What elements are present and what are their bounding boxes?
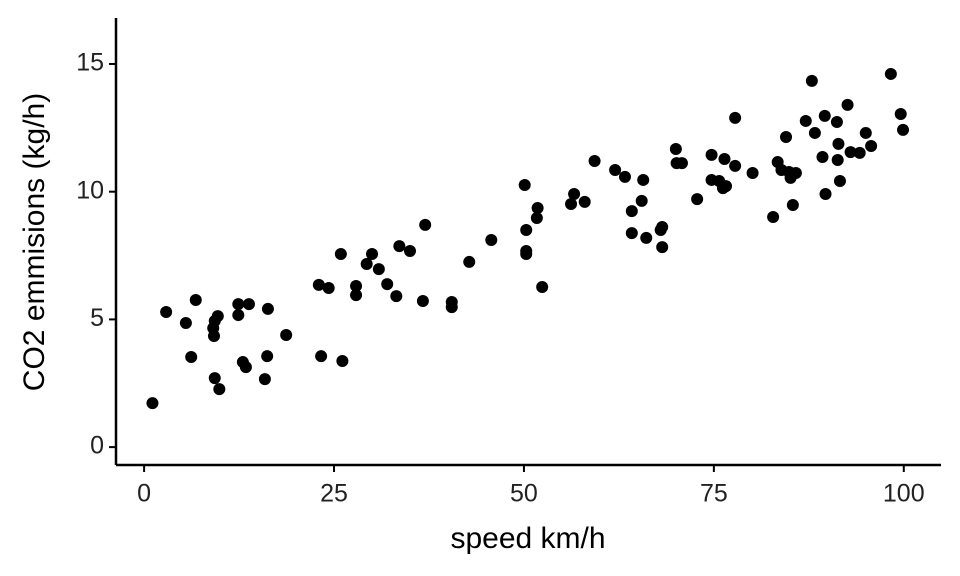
point (720, 180, 733, 193)
x-tick-label: 0 (137, 480, 151, 508)
point (609, 163, 622, 176)
point (819, 187, 832, 200)
point (185, 350, 198, 363)
point (635, 194, 648, 207)
point (242, 298, 255, 311)
point (675, 157, 688, 170)
point (445, 301, 458, 314)
point (189, 293, 202, 306)
point (258, 373, 271, 386)
point (146, 397, 159, 410)
point (894, 108, 907, 121)
point (831, 154, 844, 167)
point (485, 233, 498, 246)
y-tick-label: 5 (90, 304, 104, 332)
point (350, 279, 363, 292)
point (372, 263, 385, 276)
point (261, 302, 274, 315)
point (416, 295, 429, 308)
point (865, 139, 878, 152)
point (232, 298, 245, 311)
point (832, 137, 845, 150)
point (640, 231, 653, 244)
x-tick-label: 50 (510, 480, 538, 508)
point (390, 290, 403, 303)
point (536, 280, 549, 293)
point (853, 146, 866, 159)
point (578, 195, 591, 208)
point (568, 187, 581, 200)
point (239, 361, 252, 374)
point (366, 248, 379, 261)
point (729, 111, 742, 124)
point (565, 197, 578, 210)
point (531, 202, 544, 215)
point (280, 328, 293, 341)
point (334, 248, 347, 261)
x-axis-label: speed km/h (450, 522, 605, 555)
point (625, 227, 638, 240)
point (403, 244, 416, 257)
x-tick-label: 100 (883, 480, 925, 508)
point (322, 281, 335, 294)
point (520, 224, 533, 237)
point (463, 255, 476, 268)
point (746, 167, 759, 180)
point (625, 205, 638, 218)
point (705, 148, 718, 161)
point (393, 240, 406, 253)
point (179, 316, 192, 329)
point (360, 257, 373, 270)
point (859, 126, 872, 139)
point (808, 126, 821, 139)
point (729, 159, 742, 172)
point (213, 383, 226, 396)
point (518, 179, 531, 192)
point (656, 241, 669, 254)
point (656, 220, 669, 233)
point (637, 173, 650, 186)
point (618, 170, 631, 183)
point (884, 67, 897, 80)
point (211, 310, 224, 323)
x-tick-label: 25 (320, 480, 348, 508)
point (336, 355, 349, 368)
point (718, 152, 731, 165)
point (799, 114, 812, 127)
point (160, 305, 173, 318)
point (530, 212, 543, 225)
point (232, 309, 245, 322)
point (669, 143, 682, 156)
point (786, 198, 799, 211)
point (520, 248, 533, 261)
point (805, 74, 818, 87)
point (312, 278, 325, 291)
y-tick-label: 10 (76, 176, 104, 204)
point (841, 98, 854, 111)
y-tick-label: 15 (76, 49, 104, 77)
point (789, 167, 802, 180)
point (767, 210, 780, 223)
point (833, 174, 846, 187)
point (207, 330, 220, 343)
point (261, 350, 274, 363)
point (844, 146, 857, 159)
point (780, 131, 793, 144)
point (381, 278, 394, 291)
point (691, 193, 704, 206)
point (897, 123, 910, 136)
y-axis-label: CO2 emmisions (kg/h) (18, 93, 51, 391)
point (588, 155, 601, 168)
point (315, 350, 328, 363)
point (208, 372, 221, 385)
point (816, 150, 829, 163)
x-tick-label: 75 (700, 480, 728, 508)
point (818, 109, 831, 122)
point (419, 218, 432, 231)
y-tick-label: 0 (90, 432, 104, 460)
point (350, 289, 363, 302)
point (830, 115, 843, 128)
